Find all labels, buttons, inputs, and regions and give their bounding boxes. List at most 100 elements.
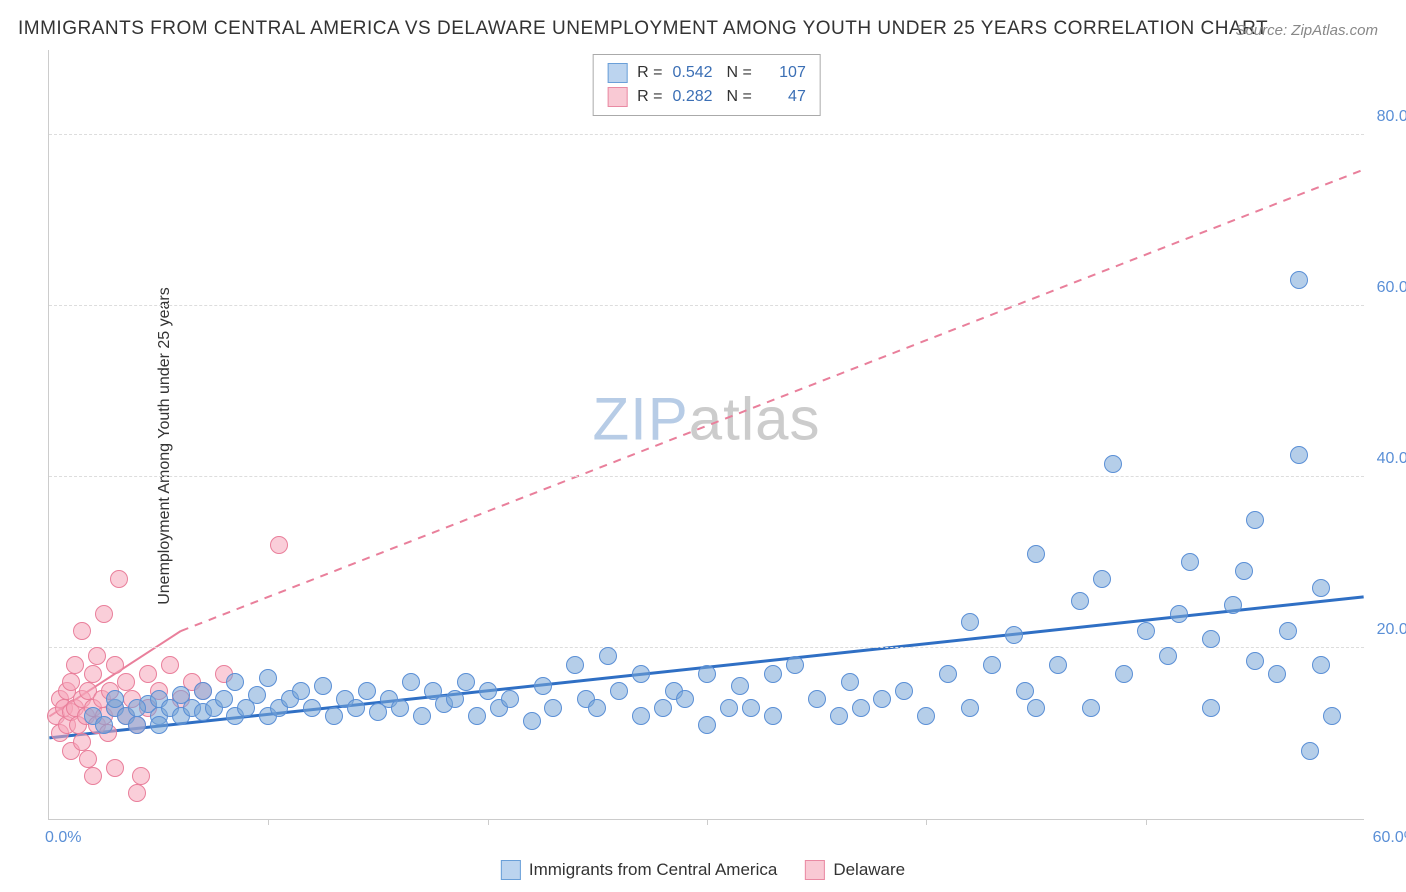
data-point: [1312, 579, 1330, 597]
legend-label: Delaware: [833, 860, 905, 880]
data-point: [1301, 742, 1319, 760]
data-point: [917, 707, 935, 725]
data-point: [88, 647, 106, 665]
data-point: [873, 690, 891, 708]
x-axis-start-label: 0.0%: [45, 829, 81, 847]
data-point: [128, 716, 146, 734]
data-point: [73, 733, 91, 751]
n-value: 107: [762, 64, 806, 82]
data-point: [786, 656, 804, 674]
data-point: [1027, 545, 1045, 563]
data-point: [632, 665, 650, 683]
data-point: [961, 613, 979, 631]
data-point: [1093, 570, 1111, 588]
data-point: [194, 682, 212, 700]
data-point: [1049, 656, 1067, 674]
data-point: [1115, 665, 1133, 683]
data-point: [84, 665, 102, 683]
data-point: [599, 647, 617, 665]
data-point: [961, 699, 979, 717]
data-point: [1159, 647, 1177, 665]
data-point: [544, 699, 562, 717]
data-point: [226, 673, 244, 691]
grid-line: [49, 134, 1364, 135]
data-point: [446, 690, 464, 708]
chart-title: IMMIGRANTS FROM CENTRAL AMERICA VS DELAW…: [18, 18, 1268, 40]
data-point: [698, 665, 716, 683]
data-point: [270, 536, 288, 554]
data-point: [1071, 592, 1089, 610]
data-point: [852, 699, 870, 717]
data-point: [128, 784, 146, 802]
x-tick: [926, 819, 927, 825]
data-point: [95, 716, 113, 734]
legend-correlation: R =0.542N =107R =0.282N =47: [592, 54, 821, 116]
data-point: [1312, 656, 1330, 674]
data-point: [110, 570, 128, 588]
legend-swatch: [805, 860, 825, 880]
data-point: [632, 707, 650, 725]
data-point: [731, 677, 749, 695]
x-tick: [488, 819, 489, 825]
data-point: [139, 665, 157, 683]
data-point: [764, 665, 782, 683]
data-point: [413, 707, 431, 725]
legend-series: Immigrants from Central America Delaware: [501, 860, 905, 880]
data-point: [1202, 630, 1220, 648]
data-point: [303, 699, 321, 717]
data-point: [1027, 699, 1045, 717]
data-point: [830, 707, 848, 725]
y-tick-label: 20.0%: [1377, 621, 1406, 639]
data-point: [1170, 605, 1188, 623]
data-point: [66, 656, 84, 674]
legend-swatch: [501, 860, 521, 880]
data-point: [983, 656, 1001, 674]
data-point: [391, 699, 409, 717]
data-point: [73, 622, 91, 640]
r-label: R =: [637, 88, 662, 106]
data-point: [698, 716, 716, 734]
data-point: [654, 699, 672, 717]
data-point: [325, 707, 343, 725]
r-value: 0.282: [673, 88, 717, 106]
data-point: [1202, 699, 1220, 717]
data-point: [841, 673, 859, 691]
data-point: [402, 673, 420, 691]
n-label: N =: [727, 64, 752, 82]
data-point: [1279, 622, 1297, 640]
data-point: [1246, 511, 1264, 529]
legend-item: Delaware: [805, 860, 905, 880]
data-point: [215, 690, 233, 708]
data-point: [764, 707, 782, 725]
data-point: [161, 656, 179, 674]
data-point: [347, 699, 365, 717]
legend-item: Immigrants from Central America: [501, 860, 777, 880]
data-point: [292, 682, 310, 700]
data-point: [610, 682, 628, 700]
data-point: [106, 690, 124, 708]
plot-area: ZIPatlas R =0.542N =107R =0.282N =47 0.0…: [48, 50, 1364, 820]
y-tick-label: 80.0%: [1377, 108, 1406, 126]
legend-label: Immigrants from Central America: [529, 860, 777, 880]
data-point: [1246, 652, 1264, 670]
legend-row: R =0.542N =107: [607, 61, 806, 85]
data-point: [314, 677, 332, 695]
n-value: 47: [762, 88, 806, 106]
x-tick: [1146, 819, 1147, 825]
data-point: [534, 677, 552, 695]
data-point: [1290, 446, 1308, 464]
chart-container: IMMIGRANTS FROM CENTRAL AMERICA VS DELAW…: [0, 0, 1406, 892]
data-point: [457, 673, 475, 691]
data-point: [479, 682, 497, 700]
data-point: [128, 699, 146, 717]
data-point: [1082, 699, 1100, 717]
data-point: [1323, 707, 1341, 725]
data-point: [358, 682, 376, 700]
data-point: [1181, 553, 1199, 571]
y-tick-label: 60.0%: [1377, 279, 1406, 297]
r-label: R =: [637, 64, 662, 82]
data-point: [132, 767, 150, 785]
data-point: [84, 767, 102, 785]
data-point: [1235, 562, 1253, 580]
data-point: [1104, 455, 1122, 473]
